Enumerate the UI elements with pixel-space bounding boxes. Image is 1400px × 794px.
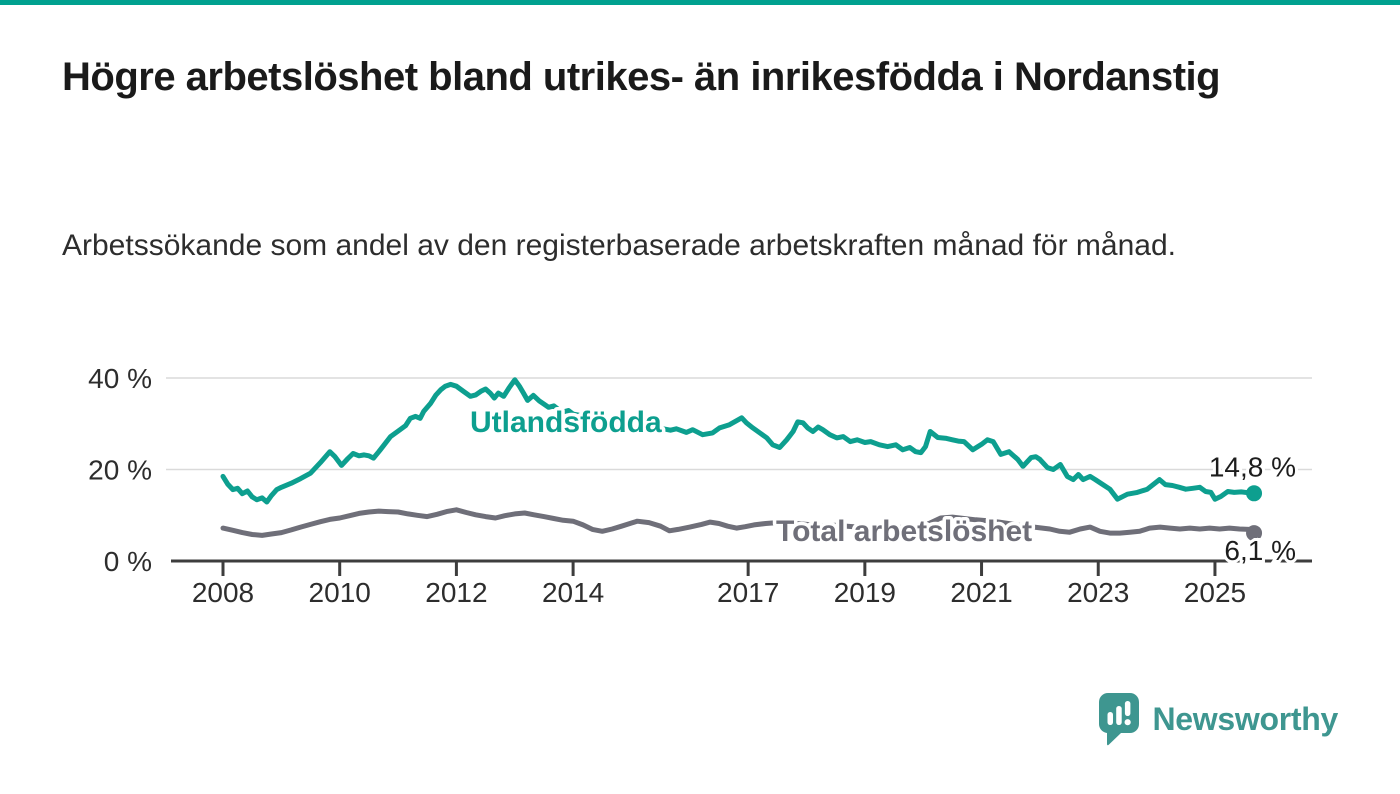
y-tick-label-0: 0 % (104, 546, 152, 577)
end-value-label-total: 6,1 % (1224, 535, 1296, 566)
end-dot-total (1246, 525, 1263, 542)
x-tick-label-2017: 2017 (717, 577, 779, 608)
page-subtitle: Arbetssökande som andel av den registerb… (62, 229, 1176, 262)
series-label-total: Total arbetslöshet (776, 515, 1032, 548)
end-value-label-utlandsfodda: 14,8 % (1209, 451, 1296, 482)
newsworthy-logo[interactable]: Newsworthy (1097, 691, 1339, 747)
accent-top-border (0, 0, 1400, 5)
x-tick-label-2021: 2021 (950, 577, 1012, 608)
x-tick-label-2012: 2012 (425, 577, 487, 608)
x-tick-label-2014: 2014 (542, 577, 604, 608)
series-line-total (220, 507, 1257, 538)
newsworthy-logo-text: Newsworthy (1152, 700, 1339, 737)
y-tick-label-40: 40 % (88, 363, 152, 394)
newsworthy-bubble-icon (1098, 693, 1139, 746)
x-tick-label-2025: 2025 (1184, 577, 1246, 608)
y-tick-label-20: 20 % (88, 455, 152, 486)
end-dot-utlandsfodda (1246, 485, 1263, 502)
unemployment-line-chart: 2008 2010 2012 2014 2017 2019 2021 2023 2025 0 % 2… (88, 363, 1312, 608)
series-line-utlandsfodda (220, 377, 1257, 505)
x-tick-label-2019: 2019 (834, 577, 896, 608)
x-tick-label-2008: 2008 (192, 577, 254, 608)
x-tick-label-2023: 2023 (1067, 577, 1129, 608)
x-tick-label-2010: 2010 (309, 577, 371, 608)
page-title: Högre arbetslöshet bland utrikes- än inr… (62, 55, 1221, 99)
series-label-utlandsfodda: Utlandsfödda (470, 406, 662, 439)
